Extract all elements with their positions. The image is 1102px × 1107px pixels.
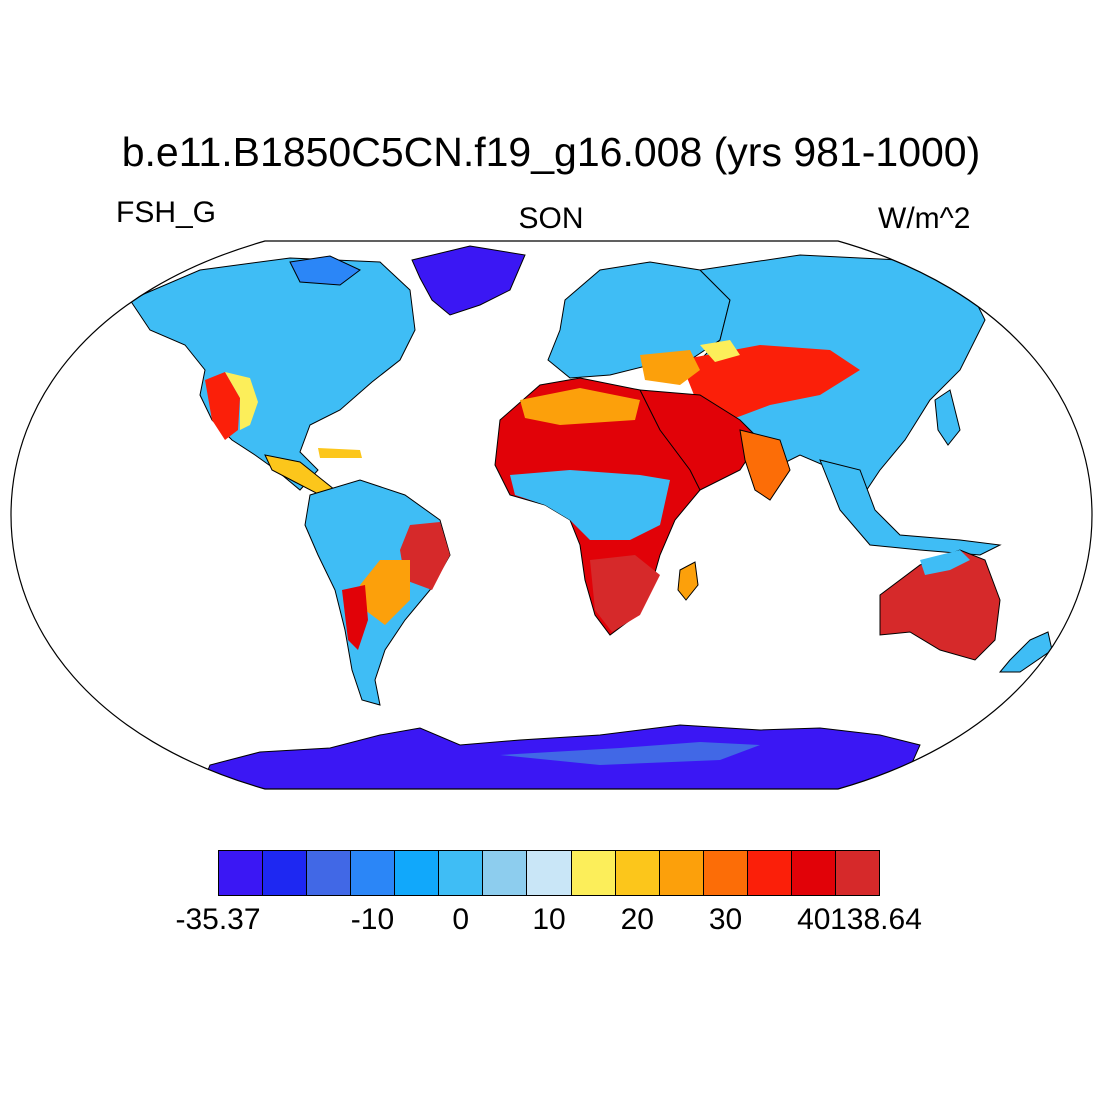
india (739, 429, 791, 501)
south-america-orange (360, 560, 410, 625)
units-label: W/m^2 (878, 202, 971, 235)
antarctica-blue (500, 742, 760, 765)
variable-label: FSH_G (116, 196, 217, 229)
colorbar-label-6: 40 (797, 903, 831, 936)
colorbar-swatch-3 (351, 851, 396, 895)
colorbar-swatch-14 (835, 851, 879, 895)
brazil-hot (400, 522, 450, 590)
colorbar-swatch-11 (703, 851, 748, 895)
japan (934, 389, 961, 446)
colorbar-swatch-9 (615, 851, 660, 895)
colorbar-label-3: 10 (532, 903, 566, 936)
south-america-red (342, 585, 368, 650)
colorbar-swatch-8 (571, 851, 616, 895)
colorbar-swatch-10 (659, 851, 704, 895)
colorbar (218, 850, 880, 896)
west-coast-warm (205, 372, 240, 440)
colorbar-swatch-13 (791, 851, 836, 895)
colorbar-swatch-6 (483, 851, 528, 895)
west-coast-yellow (225, 372, 258, 430)
mongolia-yellow (700, 340, 740, 362)
arctic-islands (289, 255, 361, 286)
sahara-orange (520, 388, 640, 425)
colorbar-swatch-7 (527, 851, 572, 895)
colorbar-label-7: 138.64 (830, 903, 922, 936)
madagascar (677, 561, 699, 601)
colorbar-swatch-4 (395, 851, 440, 895)
colorbar-swatch-12 (747, 851, 792, 895)
colorbar-label-2: 0 (452, 903, 470, 936)
north-america (129, 257, 416, 491)
sahel-blue (510, 470, 670, 540)
colorbar-label-1: -10 (350, 903, 395, 936)
southeast-asia (819, 459, 1002, 556)
colorbar-label-0: -35.37 (175, 903, 261, 936)
southern-africa-hot (590, 555, 660, 632)
colorbar-swatch-2 (307, 851, 352, 895)
colorbar-label-4: 20 (620, 903, 654, 936)
land-layer (129, 245, 1053, 789)
season-label: SON (518, 202, 584, 235)
central-asia-orange (640, 350, 700, 385)
colorbar-swatch-0 (219, 851, 264, 895)
plot-title: b.e11.B1850C5CN.f19_g16.008 (yrs 981-100… (121, 129, 981, 175)
australia-north-blue (920, 550, 970, 575)
colorbar-labels: -35.37 -10 0 10 20 30 40 138.64 (0, 903, 1102, 943)
colorbar-swatch-1 (263, 851, 308, 895)
colorbar-swatch-5 (439, 851, 484, 895)
colorbar-label-5: 30 (708, 903, 743, 936)
central-asia-hot (680, 345, 860, 420)
globe-outline (10, 240, 1093, 790)
greenland (411, 245, 526, 316)
caribbean (318, 448, 362, 458)
new-zealand (998, 631, 1053, 673)
